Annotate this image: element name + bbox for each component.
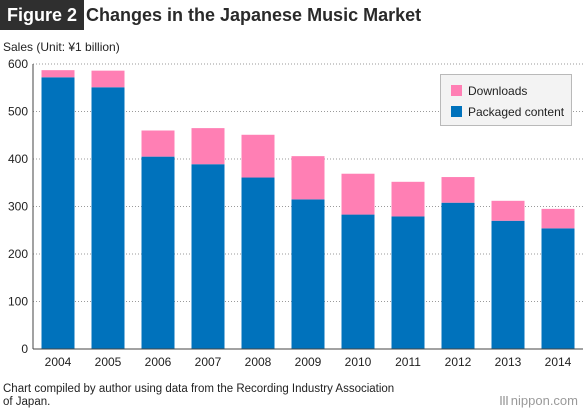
bar-packaged-content-2014 [541, 228, 575, 349]
bar-packaged-content-2007 [191, 164, 225, 349]
chart-legend: Downloads Packaged content [440, 74, 572, 126]
y-tick-label-200: 200 [8, 247, 28, 261]
bar-downloads-2006 [141, 130, 175, 157]
x-tick-label-2008: 2008 [245, 355, 272, 369]
figure-label: Figure 2 [0, 0, 85, 30]
chart-header: Figure 2 Changes in the Japanese Music M… [0, 0, 584, 30]
legend-label-downloads: Downloads [468, 84, 528, 98]
axis-layer: 0 100 200 300 400 500 600 2004 2005 2006 2007 2008 2… [8, 57, 583, 369]
legend-item-downloads: Downloads [451, 84, 527, 98]
y-tick-label-0: 0 [21, 342, 28, 356]
x-tick-label-2004: 2004 [45, 355, 72, 369]
legend-swatch-packaged [451, 106, 462, 117]
x-tick-label-2007: 2007 [195, 355, 222, 369]
x-tick-label-2012: 2012 [445, 355, 472, 369]
bar-downloads-2004 [41, 70, 75, 78]
bar-packaged-content-2008 [241, 177, 275, 349]
bar-packaged-content-2011 [391, 216, 425, 349]
bar-packaged-content-2012 [441, 202, 475, 349]
y-tick-label-300: 300 [8, 200, 28, 214]
brand-name: nippon.com [510, 393, 578, 408]
x-tick-label-2013: 2013 [495, 355, 522, 369]
bar-packaged-content-2009 [291, 199, 325, 349]
bar-packaged-content-2010 [341, 214, 375, 349]
x-tick-label-2005: 2005 [95, 355, 122, 369]
brand-logo: nippon.com [499, 393, 578, 408]
legend-swatch-downloads [451, 85, 462, 96]
bars-layer [41, 70, 575, 350]
y-tick-label-600: 600 [8, 57, 28, 71]
source-note: Chart compiled by author using data from… [3, 383, 395, 408]
x-tick-label-2014: 2014 [545, 355, 572, 369]
x-tick-label-2010: 2010 [345, 355, 372, 369]
y-tick-label-500: 500 [8, 105, 28, 119]
bar-downloads-2012 [441, 177, 475, 203]
bar-downloads-2010 [341, 173, 375, 215]
bar-downloads-2005 [91, 70, 125, 88]
x-tick-label-2011: 2011 [395, 355, 421, 369]
bar-downloads-2011 [391, 181, 425, 217]
bar-packaged-content-2013 [491, 220, 525, 349]
x-tick-label-2009: 2009 [295, 355, 322, 369]
bar-downloads-2014 [541, 208, 575, 229]
bar-downloads-2008 [241, 134, 275, 178]
bar-downloads-2007 [191, 128, 225, 165]
legend-label-packaged: Packaged content [468, 105, 565, 119]
bar-packaged-content-2006 [141, 156, 175, 349]
y-tick-label-400: 400 [8, 152, 28, 166]
x-tick-label-2006: 2006 [145, 355, 172, 369]
bar-packaged-content-2004 [41, 77, 75, 350]
legend-item-packaged: Packaged content [451, 105, 564, 119]
bar-downloads-2009 [291, 156, 325, 200]
bar-packaged-content-2005 [91, 87, 125, 350]
chart-title: Changes in the Japanese Music Market [86, 5, 422, 25]
stacked-bar-chart: 0 100 200 300 400 500 600 2004 2005 2006 2007 2008 2… [8, 57, 583, 369]
brand-mark-icon [499, 396, 509, 405]
bar-downloads-2013 [491, 200, 525, 221]
y-axis-label: Sales (Unit: ¥1 billion) [3, 40, 120, 54]
y-tick-label-100: 100 [8, 295, 28, 309]
